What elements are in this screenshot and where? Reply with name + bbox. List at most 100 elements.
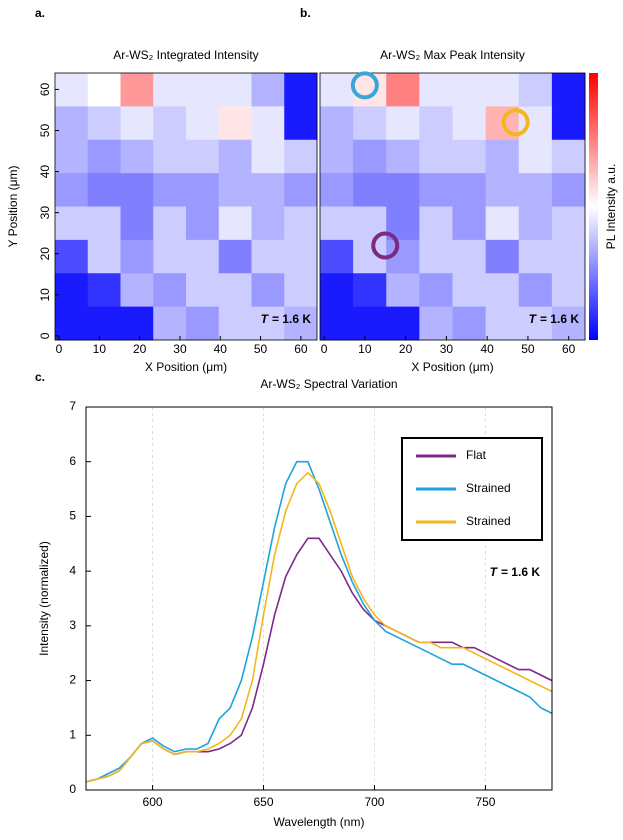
heatmap-cell (320, 73, 354, 107)
annotation: T = 1.6 K (261, 312, 312, 326)
heatmap-cell (386, 306, 420, 341)
heatmap-cell (284, 73, 318, 107)
location-marker (371, 231, 400, 260)
y-tick-label: 7 (69, 399, 76, 413)
heatmap-cell (251, 106, 285, 141)
heatmap-cell (386, 173, 420, 207)
heatmap-cell (55, 173, 89, 207)
y-tick-label: 2 (69, 673, 76, 687)
heatmap-cell (87, 139, 121, 174)
heatmap-cell (120, 106, 154, 141)
heatmap-cell (485, 306, 520, 341)
y-tick-label: 1 (69, 727, 76, 741)
y-tick-label: 60 (38, 82, 52, 96)
y-tick-label: 5 (69, 509, 76, 523)
heatmap-cell (120, 239, 154, 274)
heatmap-cell (551, 239, 586, 274)
x-tick-label: 20 (399, 342, 413, 356)
heatmap-cell (153, 206, 187, 241)
heatmap-cell (353, 73, 387, 107)
x-tick-label: 750 (475, 795, 495, 809)
annotation-text: = 1.6 K (501, 565, 540, 579)
series-line (85, 471, 553, 783)
heatmap-cell (284, 206, 318, 241)
heatmap-cell (353, 139, 387, 174)
y-tick-label: 50 (38, 124, 52, 138)
chart-title: Ar-WS₂ Integrated Intensity (113, 48, 258, 62)
heatmap-cell (551, 306, 586, 341)
heatmap-cell (87, 239, 121, 274)
heatmap-cell (153, 73, 187, 107)
y-tick-label: 3 (69, 618, 76, 632)
heatmap-cell (55, 239, 89, 274)
heatmap-cell (218, 273, 252, 308)
heatmap-cell (186, 173, 220, 207)
heatmap-cell (551, 206, 586, 241)
heatmap-cell (320, 273, 354, 308)
x-tick-label: 0 (321, 342, 328, 356)
x-tick-label: 10 (358, 342, 372, 356)
heatmap-cell (452, 239, 487, 274)
heatmap-cell (518, 173, 553, 207)
heatmap-cell (120, 139, 154, 174)
heatmap-cell (551, 106, 586, 141)
heatmap-cell (518, 273, 553, 308)
heatmap-cell (55, 273, 89, 308)
y-tick-label: 0 (38, 332, 52, 339)
heatmap-cell (452, 273, 487, 308)
heatmap-cell (353, 306, 387, 341)
heatmap-cell (120, 306, 154, 341)
heatmap-cell (551, 273, 586, 308)
heatmap-cell (320, 239, 354, 274)
y-tick-label: 30 (38, 206, 52, 220)
heatmap-cell (55, 106, 89, 141)
heatmap-cell (120, 173, 154, 207)
heatmap-cell (518, 239, 553, 274)
series-line (85, 537, 553, 783)
heatmap-cell (353, 273, 387, 308)
x-tick-label: 0 (56, 342, 63, 356)
heatmap-cell (518, 206, 553, 241)
heatmap-cell (153, 139, 187, 174)
heatmap-cell (452, 139, 487, 174)
x-tick-label: 40 (214, 342, 228, 356)
heatmap-cell (419, 173, 453, 207)
legend-label: Strained (466, 481, 511, 495)
heatmap-cell (87, 206, 121, 241)
heatmap-cell (353, 173, 387, 207)
annotation-text: = 1.6 K (272, 312, 311, 326)
heatmap-cell (218, 106, 252, 141)
heatmap-cell (485, 173, 520, 207)
heatmap-cell (485, 139, 520, 174)
heatmap-cell (419, 73, 453, 107)
annotation: T = 1.6 K (529, 312, 580, 326)
heatmap-cell (551, 139, 586, 174)
heatmap-cell (251, 306, 285, 341)
heatmap-cell (284, 173, 318, 207)
heatmap-cell (485, 206, 520, 241)
heatmap-cell (251, 239, 285, 274)
chart-title: Ar-WS₂ Max Peak Intensity (380, 48, 525, 62)
heatmap-cell (386, 273, 420, 308)
heatmap-cell (55, 206, 89, 241)
x-tick-label: 600 (143, 795, 163, 809)
plot-frame (85, 406, 553, 791)
x-axis-label: X Position (μm) (411, 360, 493, 374)
heatmap-cell (251, 73, 285, 107)
annotation-symbol: T (261, 312, 270, 326)
heatmap-cell (87, 273, 121, 308)
heatmap-cell (386, 139, 420, 174)
heatmap-cell (186, 139, 220, 174)
heatmap-cell (320, 139, 354, 174)
heatmap-cell (284, 139, 318, 174)
heatmap-cell (518, 73, 553, 107)
heatmap-cell (320, 106, 354, 141)
heatmap-cell (218, 173, 252, 207)
x-tick-label: 60 (562, 342, 576, 356)
heatmap-cell (419, 139, 453, 174)
heatmap-cell (452, 73, 487, 107)
x-tick-label: 30 (173, 342, 187, 356)
legend-label: Flat (466, 448, 487, 462)
heatmap-cell (120, 273, 154, 308)
heatmap-cell (87, 173, 121, 207)
